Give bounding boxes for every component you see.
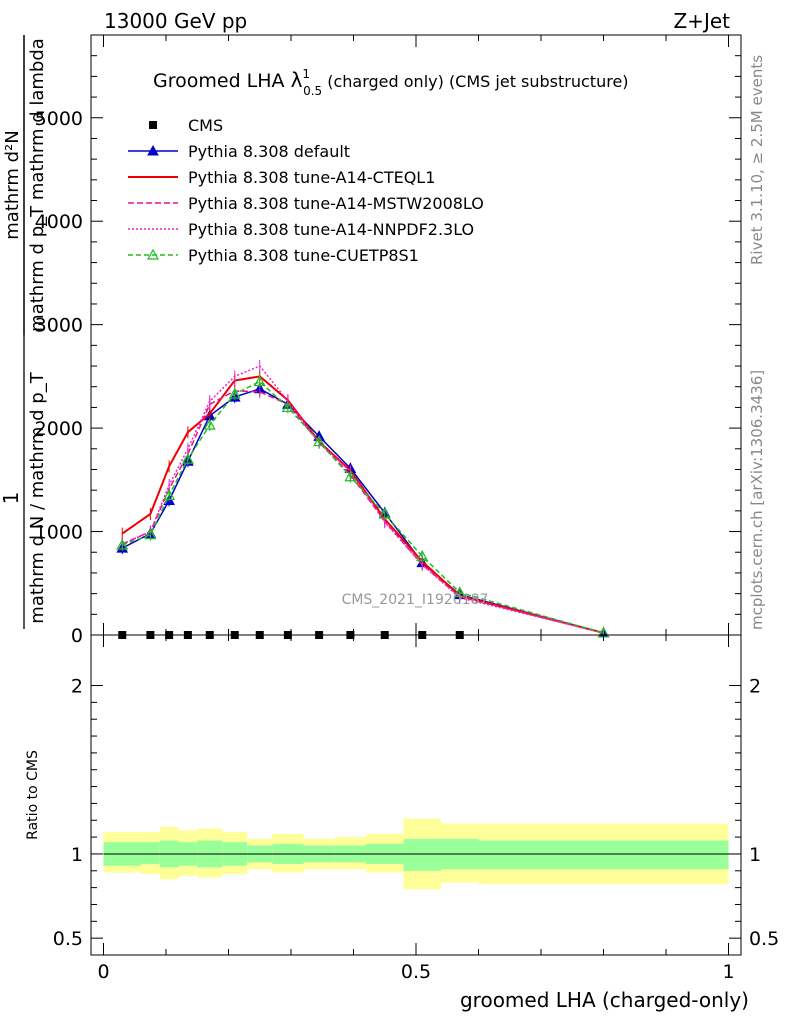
process-label: Z+Jet — [673, 9, 730, 33]
open-triangle-marker — [146, 248, 160, 260]
x-tick-label: 0.5 — [401, 961, 431, 983]
x-tick-label: 1 — [722, 961, 734, 983]
y-label-numerator: mathrm d²N — [2, 130, 23, 239]
y-tick-label: 0 — [71, 625, 83, 647]
mcplots-credit-label: mcplots.cern.ch [arXiv:1306.3436] — [748, 370, 766, 630]
plot-title-superscript: 1 — [302, 67, 310, 81]
ratio-stat-band — [141, 842, 160, 865]
legend-label: Pythia 8.308 tune-A14-CTEQL1 — [188, 168, 435, 187]
plot-title-rest: (charged only) (CMS jet substructure) — [322, 72, 628, 91]
plot-title: Groomed LHA λ1 0.5 (charged only) (CMS je… — [153, 67, 629, 98]
series-line — [121, 375, 604, 634]
plot-title-subscript: 0.5 — [303, 84, 322, 98]
legend-label: Pythia 8.308 tune-CUETP8S1 — [188, 246, 419, 265]
plot-title-lambda: λ — [291, 68, 303, 92]
x-axis-label: groomed LHA (charged-only) — [460, 988, 749, 1012]
y-tick-label: 2000 — [35, 418, 83, 440]
ratio-y-tick-label: 1 — [71, 844, 83, 866]
y-axis-label: 1 mathrm d N / mathrm d p_T mathrm d²N m… — [0, 35, 48, 629]
legend-label: Pythia 8.308 tune-A14-MSTW2008LO — [188, 194, 484, 213]
y-tick-label: 4000 — [35, 211, 83, 233]
ratio-y-tick-label: 0.5 — [53, 928, 83, 950]
ratio-stat-band — [478, 840, 729, 870]
y-label-denominator: mathrm d p_T mathrm d lambda — [27, 38, 48, 332]
y-label-norm: mathrm d N / mathrm d p_T — [27, 371, 48, 623]
triangle-marker — [147, 144, 159, 156]
plot-title-main: Groomed LHA — [153, 70, 291, 92]
analysis-watermark: CMS_2021_I1920187 — [342, 592, 489, 608]
legend-label: Pythia 8.308 default — [188, 142, 350, 161]
ratio-stat-band — [403, 838, 441, 871]
series-line — [122, 380, 604, 634]
legend-label: Pythia 8.308 tune-A14-NNPDF2.3LO — [188, 220, 474, 239]
ratio-y-tick-label-right: 1 — [749, 844, 761, 866]
main-plot-ticks: 0 1000 2000 3000 4000 5000 — [35, 35, 741, 647]
legend: CMS Pythia 8.308 default Pythia 8.308 tune… — [128, 116, 484, 265]
y-tick-label: 3000 — [35, 315, 83, 337]
series-line — [121, 365, 604, 634]
ratio-y-tick-label-right: 0.5 — [749, 928, 779, 950]
ratio-y-axis-label: Ratio to CMS — [25, 750, 41, 840]
rivet-version-label: Rivet 3.1.10, ≥ 2.5M events — [748, 55, 766, 265]
legend-label: CMS — [188, 116, 223, 135]
main-plot-series — [116, 360, 610, 639]
ratio-y-tick-label: 2 — [71, 676, 83, 698]
ratio-plot-frame — [90, 634, 742, 956]
x-tick-label: 0 — [97, 961, 109, 983]
ratio-plot-panel: 0.5 0.5 1 1 2 2 0 0.5 1 Ratio to CMS groomed LHA… — [25, 634, 779, 1012]
y-label-one: 1 — [0, 492, 23, 505]
y-tick-label: 1000 — [35, 522, 83, 544]
collision-energy-label: 13000 GeV pp — [104, 9, 247, 33]
square-marker — [149, 121, 157, 129]
y-tick-label: 5000 — [35, 108, 83, 130]
ratio-y-tick-label-right: 2 — [749, 676, 761, 698]
ratio-plot-ticks: 0.5 0.5 1 1 2 2 0 0.5 1 — [53, 635, 779, 983]
